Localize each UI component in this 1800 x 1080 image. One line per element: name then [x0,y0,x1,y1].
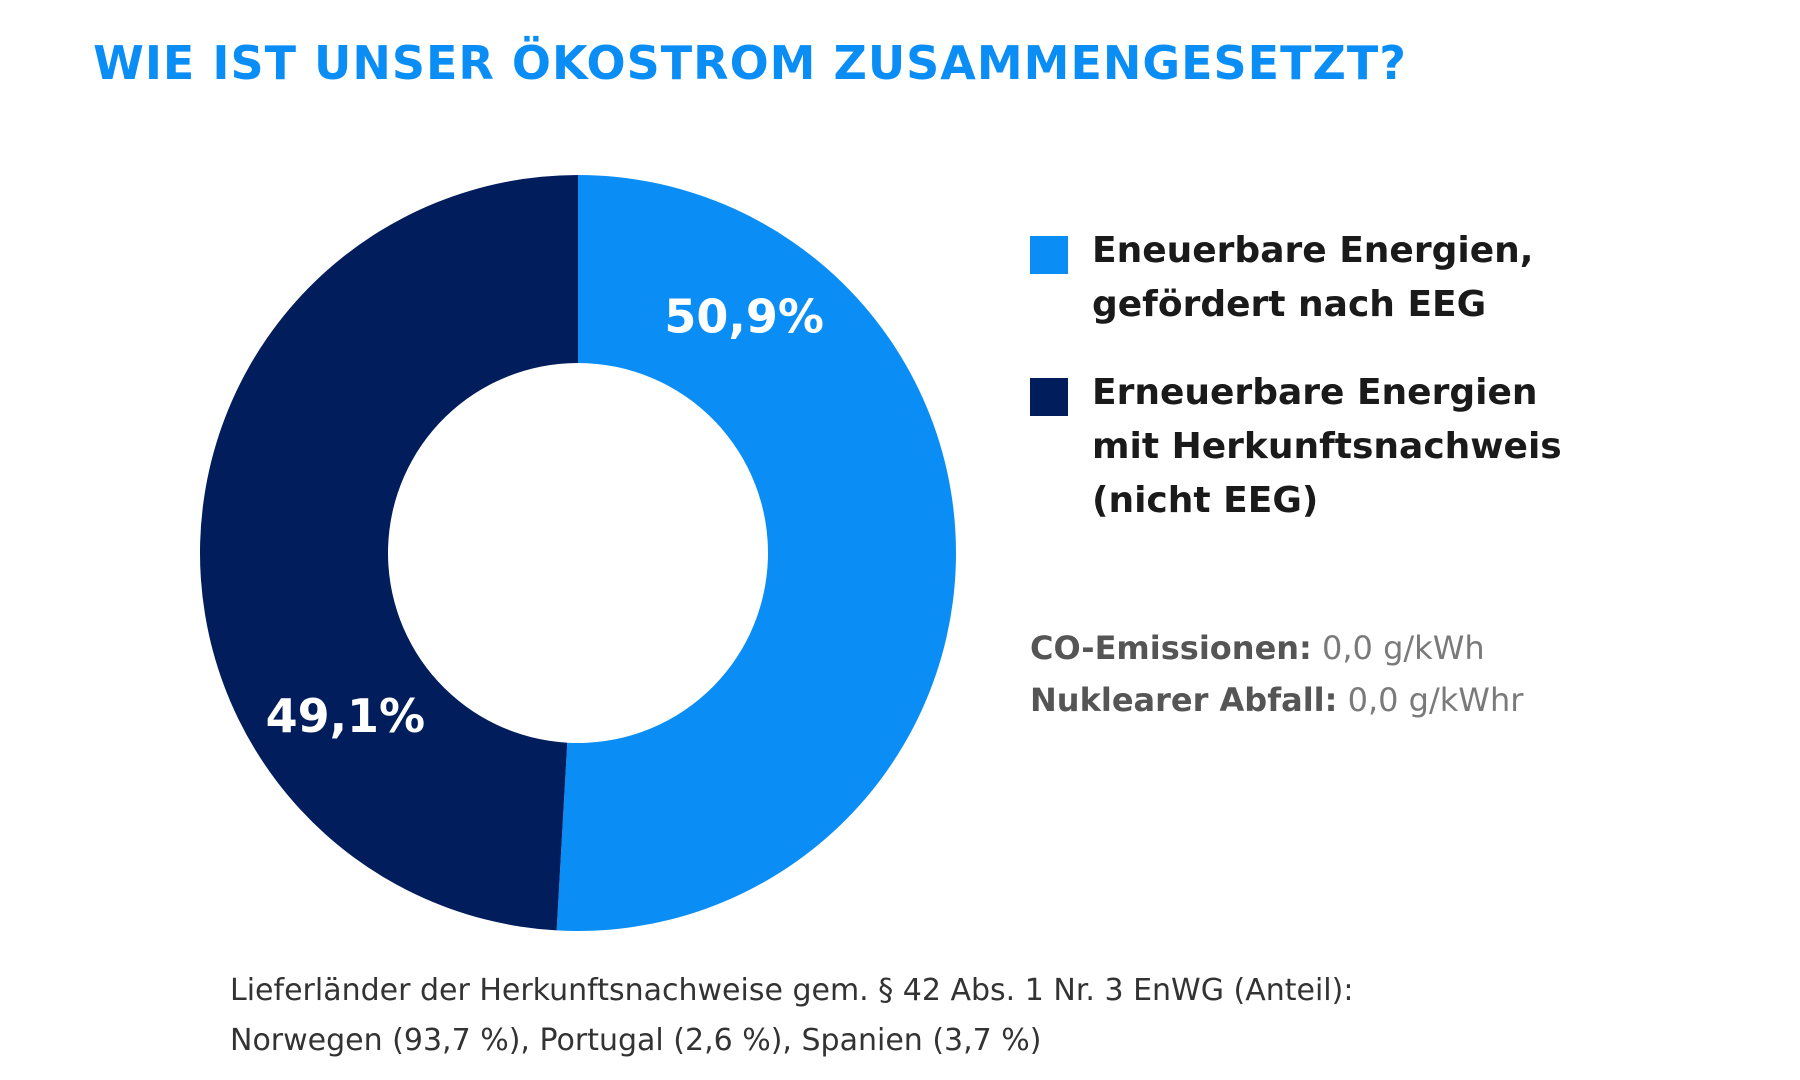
slice-eeg-value-label: 50,9% [664,290,824,344]
legend-label-eeg: Eneuerbare Energien, gefördert nach EEG [1092,230,1534,325]
co-emissions-row: CO-Emissionen: 0,0 g/kWh [1030,622,1523,674]
chart-legend: Eneuerbare Energien, gefördert nach EEG … [1030,224,1770,562]
nuclear-waste-value: 0,0 g/kWhr [1337,681,1524,719]
footnote-line-1: Lieferländer der Herkunftsnachweise gem.… [230,973,1354,1008]
chart-title: WIE IST UNSER ÖKOSTROM ZUSAMMENGESETZT? [93,36,1407,90]
co-emissions-label: CO-Emissionen: [1030,629,1312,667]
footnote: Lieferländer der Herkunftsnachweise gem.… [230,966,1353,1066]
footnote-line-2: Norwegen (93,7 %), Portugal (2,6 %), Spa… [230,1023,1042,1058]
legend-item-eeg: Eneuerbare Energien, gefördert nach EEG [1030,224,1770,332]
legend-item-herkunftsnachweis: Erneuerbare Energien mit Herkunftsnachwe… [1030,366,1770,528]
legend-label-herkunftsnachweis: Erneuerbare Energien mit Herkunftsnachwe… [1092,372,1562,521]
slice-herkunftsnachweis [200,175,579,931]
slice-eeg [556,175,957,932]
emission-facts: CO-Emissionen: 0,0 g/kWh Nuklearer Abfal… [1030,622,1523,726]
legend-swatch-herkunftsnachweis [1030,378,1068,416]
nuclear-waste-label: Nuklearer Abfall: [1030,681,1338,719]
slice-herkunftsnachweis-value-label: 49,1% [266,689,426,743]
legend-swatch-eeg [1030,236,1068,274]
nuclear-waste-row: Nuklearer Abfall: 0,0 g/kWhr [1030,674,1523,726]
co-emissions-value: 0,0 g/kWh [1311,629,1485,667]
